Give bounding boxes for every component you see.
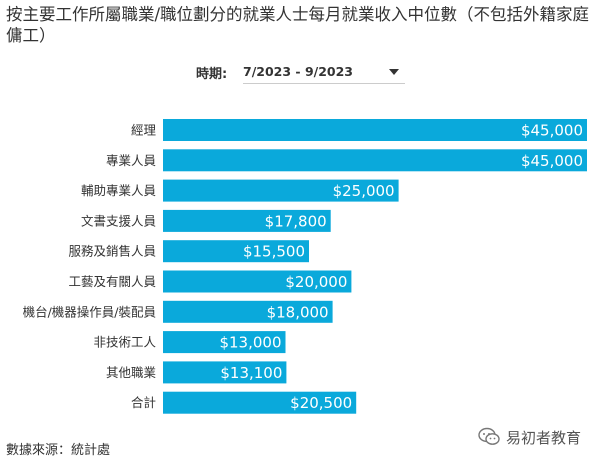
bar-6 xyxy=(163,300,333,323)
category-label-0: 經理 xyxy=(131,123,157,138)
wechat-icon xyxy=(478,427,500,445)
period-dropdown-value: 7/2023 - 9/2023 xyxy=(243,64,353,79)
category-label-2: 輔助專業人員 xyxy=(81,183,157,198)
watermark-text: 易初者教育 xyxy=(506,428,582,447)
category-label-5: 工藝及有關人員 xyxy=(68,274,156,289)
value-label-3: $17,800 xyxy=(265,212,327,230)
bar-7 xyxy=(163,331,286,354)
category-label-6: 機台/機器操作員/裝配員 xyxy=(23,304,157,319)
bar-4 xyxy=(163,240,309,263)
bar-0 xyxy=(163,119,587,141)
bar-1 xyxy=(163,149,587,172)
category-label-9: 合計 xyxy=(131,395,156,410)
value-label-6: $18,000 xyxy=(267,303,329,321)
category-label-3: 文書支援人員 xyxy=(81,213,157,228)
category-label-1: 專業人員 xyxy=(106,153,157,168)
bar-8 xyxy=(163,361,287,384)
chart-title: 按主要工作所屬職業/職位劃分的就業人士每月就業收入中位數（不包括外籍家庭傭工） xyxy=(6,5,590,45)
value-label-7: $13,000 xyxy=(219,334,281,352)
category-label-7: 非技術工人 xyxy=(93,335,156,350)
chevron-down-icon xyxy=(389,69,399,75)
bar-9 xyxy=(163,391,357,414)
value-label-1: $45,000 xyxy=(521,152,583,170)
value-label-2: $25,000 xyxy=(333,182,395,200)
value-label-0: $45,000 xyxy=(521,122,583,140)
category-label-4: 服務及銷售人員 xyxy=(68,244,156,259)
period-filter-label: 時期: xyxy=(196,67,228,82)
value-label-8: $13,100 xyxy=(220,364,282,382)
value-label-5: $20,000 xyxy=(285,273,347,291)
data-source-note: 數據來源：統計處 xyxy=(6,443,111,458)
watermark: 易初者教育 xyxy=(478,426,581,448)
bar-3 xyxy=(163,209,331,232)
category-label-8: 其他職業 xyxy=(106,365,157,380)
value-label-9: $20,500 xyxy=(290,394,352,412)
period-dropdown[interactable]: 7/2023 - 9/2023 xyxy=(243,58,405,84)
bar-5 xyxy=(163,270,352,293)
bar-2 xyxy=(163,179,399,202)
value-label-4: $15,500 xyxy=(243,243,305,261)
